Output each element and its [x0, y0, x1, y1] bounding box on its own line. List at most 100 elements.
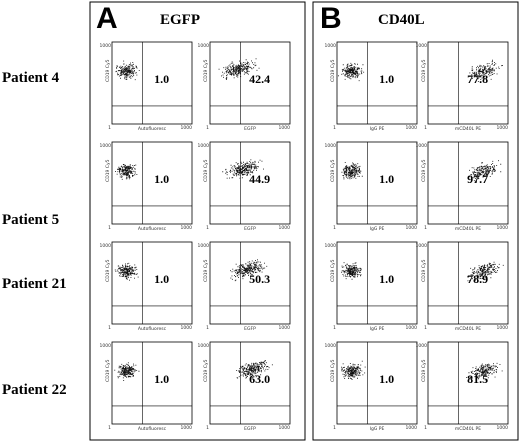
axis-min: 1	[108, 125, 111, 131]
axis-max: 1000	[325, 143, 337, 149]
plot-frame	[427, 341, 509, 425]
quadrant-value: 63.0	[249, 372, 270, 386]
x-axis-label: mCD40L PE	[455, 426, 481, 432]
plot-frame	[336, 341, 418, 425]
y-axis-label: CD19 Cy5	[203, 259, 209, 282]
quadrant-value: 77.8	[467, 72, 488, 86]
panel-letter: A	[96, 2, 118, 35]
plot-frame	[111, 41, 193, 125]
axis-max: 1000	[497, 425, 509, 431]
plot-frame	[427, 241, 509, 325]
quadrant-value: 78.9	[467, 272, 488, 286]
axis-max: 1000	[416, 243, 428, 249]
axis-max: 1000	[181, 225, 193, 231]
quadrant-value: 1.0	[154, 372, 169, 386]
plot-frame	[111, 241, 193, 325]
event-dots	[236, 360, 273, 379]
axis-max: 1000	[100, 143, 112, 149]
x-axis-label: IgG PE	[370, 426, 385, 432]
x-axis-label: EGFP	[244, 126, 256, 132]
y-axis-label: CD19 Cy5	[105, 259, 111, 282]
axis-min: 1	[333, 325, 336, 331]
quadrant-value: 1.0	[379, 272, 394, 286]
axis-max: 1000	[406, 325, 418, 331]
plot-frame	[111, 341, 193, 425]
axis-min: 1	[424, 425, 427, 431]
event-dots	[341, 262, 362, 280]
x-axis-label: EGFP	[244, 226, 256, 232]
axis-min: 1	[424, 225, 427, 231]
quadrant-value: 50.3	[249, 272, 270, 286]
plot-frame	[209, 41, 291, 125]
event-dots	[467, 261, 504, 282]
x-axis-label: Autofluoresc	[138, 226, 167, 232]
axis-max: 1000	[497, 225, 509, 231]
x-axis-label: IgG PE	[370, 326, 385, 332]
panel-frame	[312, 1, 519, 441]
quadrant-value: 1.0	[379, 372, 394, 386]
quadrant-value: 1.0	[154, 72, 169, 86]
event-dots	[114, 262, 139, 281]
axis-max: 1000	[198, 43, 210, 49]
y-axis-label: CD19 Cy5	[330, 259, 336, 282]
panel-title: EGFP	[160, 12, 200, 28]
patient-label: Patient 4	[2, 70, 60, 86]
axis-max: 1000	[279, 125, 291, 131]
plot-frame	[209, 241, 291, 325]
axis-max: 1000	[181, 325, 193, 331]
axis-max: 1000	[325, 343, 337, 349]
axis-min: 1	[108, 325, 111, 331]
x-axis-label: mCD40L PE	[455, 326, 481, 332]
x-axis-label: mCD40L PE	[455, 226, 481, 232]
y-axis-label: CD19 Cy5	[203, 59, 209, 82]
axis-max: 1000	[325, 43, 337, 49]
y-axis-label: CD19 Cy5	[421, 59, 427, 82]
y-axis-label: CD19 Cy5	[203, 159, 209, 182]
x-axis-label: EGFP	[244, 326, 256, 332]
axis-max: 1000	[181, 125, 193, 131]
axis-min: 1	[108, 425, 111, 431]
event-dots	[114, 362, 140, 381]
event-dots	[338, 62, 365, 82]
y-axis-label: CD19 Cy5	[105, 159, 111, 182]
plot-frame	[209, 141, 291, 225]
event-dots	[468, 160, 502, 183]
axis-max: 1000	[198, 343, 210, 349]
y-axis-label: CD19 Cy5	[105, 359, 111, 382]
quadrant-value: 1.0	[379, 72, 394, 86]
axis-max: 1000	[416, 43, 428, 49]
axis-min: 1	[333, 125, 336, 131]
quadrant-value: 97.7	[467, 172, 488, 186]
plot-frame	[336, 141, 418, 225]
y-axis-label: CD19 Cy5	[421, 159, 427, 182]
axis-max: 1000	[279, 325, 291, 331]
event-dots	[466, 362, 503, 381]
x-axis-label: Autofluoresc	[138, 426, 167, 432]
plot-frame	[209, 341, 291, 425]
axis-min: 1	[333, 425, 336, 431]
patient-label: Patient 22	[2, 382, 67, 398]
axis-min: 1	[206, 425, 209, 431]
axis-min: 1	[424, 325, 427, 331]
panel-title: CD40L	[378, 12, 425, 28]
axis-max: 1000	[406, 225, 418, 231]
x-axis-label: IgG PE	[370, 126, 385, 132]
axis-max: 1000	[198, 243, 210, 249]
axis-min: 1	[333, 225, 336, 231]
axis-max: 1000	[100, 43, 112, 49]
axis-min: 1	[206, 125, 209, 131]
axis-max: 1000	[416, 343, 428, 349]
axis-max: 1000	[325, 243, 337, 249]
axis-max: 1000	[406, 425, 418, 431]
axis-min: 1	[108, 225, 111, 231]
quadrant-value: 1.0	[154, 272, 169, 286]
y-axis-label: CD19 Cy5	[330, 59, 336, 82]
quadrant-value: 1.0	[379, 172, 394, 186]
axis-max: 1000	[279, 225, 291, 231]
axis-min: 1	[206, 325, 209, 331]
event-dots	[218, 58, 260, 80]
event-dots	[468, 59, 503, 82]
x-axis-label: IgG PE	[370, 226, 385, 232]
quadrant-value: 44.9	[249, 172, 270, 186]
